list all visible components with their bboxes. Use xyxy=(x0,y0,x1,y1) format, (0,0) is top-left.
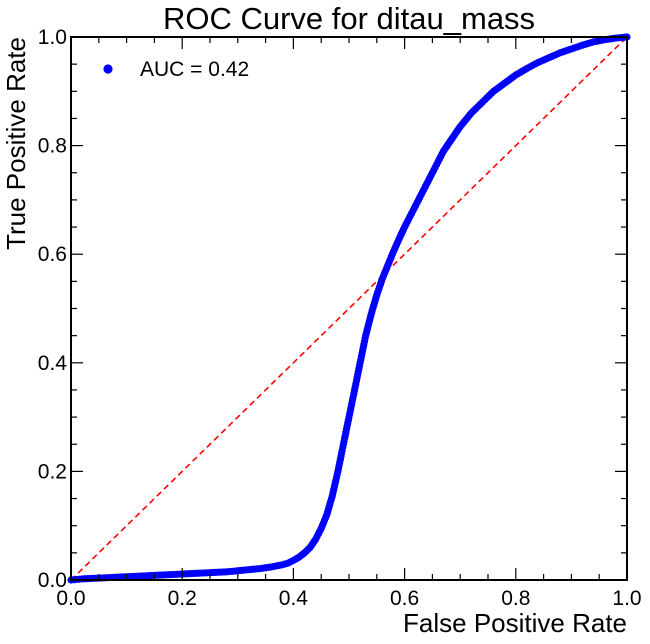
axis-ticks xyxy=(70,36,628,581)
y-axis-label: True Positive Rate xyxy=(1,37,31,250)
y-tick-label: 0.8 xyxy=(38,135,67,158)
y-tick-label: 0.4 xyxy=(38,352,68,375)
x-tick-label: 0.0 xyxy=(56,587,85,610)
x-tick-labels: 0.0 0.2 0.4 0.6 0.8 1.0 xyxy=(56,587,641,610)
y-tick-labels: 0.0 0.2 0.4 0.6 0.8 1.0 xyxy=(38,26,68,592)
x-axis-label: False Positive Rate xyxy=(403,608,627,638)
x-tick-label: 0.2 xyxy=(168,587,197,610)
x-tick-label: 0.8 xyxy=(501,587,530,610)
x-tick-label: 1.0 xyxy=(612,587,641,610)
y-tick-label: 0.2 xyxy=(38,460,67,483)
y-tick-label: 1.0 xyxy=(38,26,67,49)
y-tick-label: 0.0 xyxy=(38,569,67,592)
legend-marker xyxy=(103,64,113,74)
legend-label: AUC = 0.42 xyxy=(140,58,249,81)
y-tick-label: 0.6 xyxy=(38,243,67,266)
reference-diagonal-line xyxy=(70,36,628,581)
x-tick-label: 0.6 xyxy=(390,587,419,610)
x-tick-label: 0.4 xyxy=(279,587,309,610)
plot-area xyxy=(67,33,631,584)
legend: AUC = 0.42 xyxy=(103,58,249,81)
chart-title: ROC Curve for ditau_mass xyxy=(163,1,535,36)
